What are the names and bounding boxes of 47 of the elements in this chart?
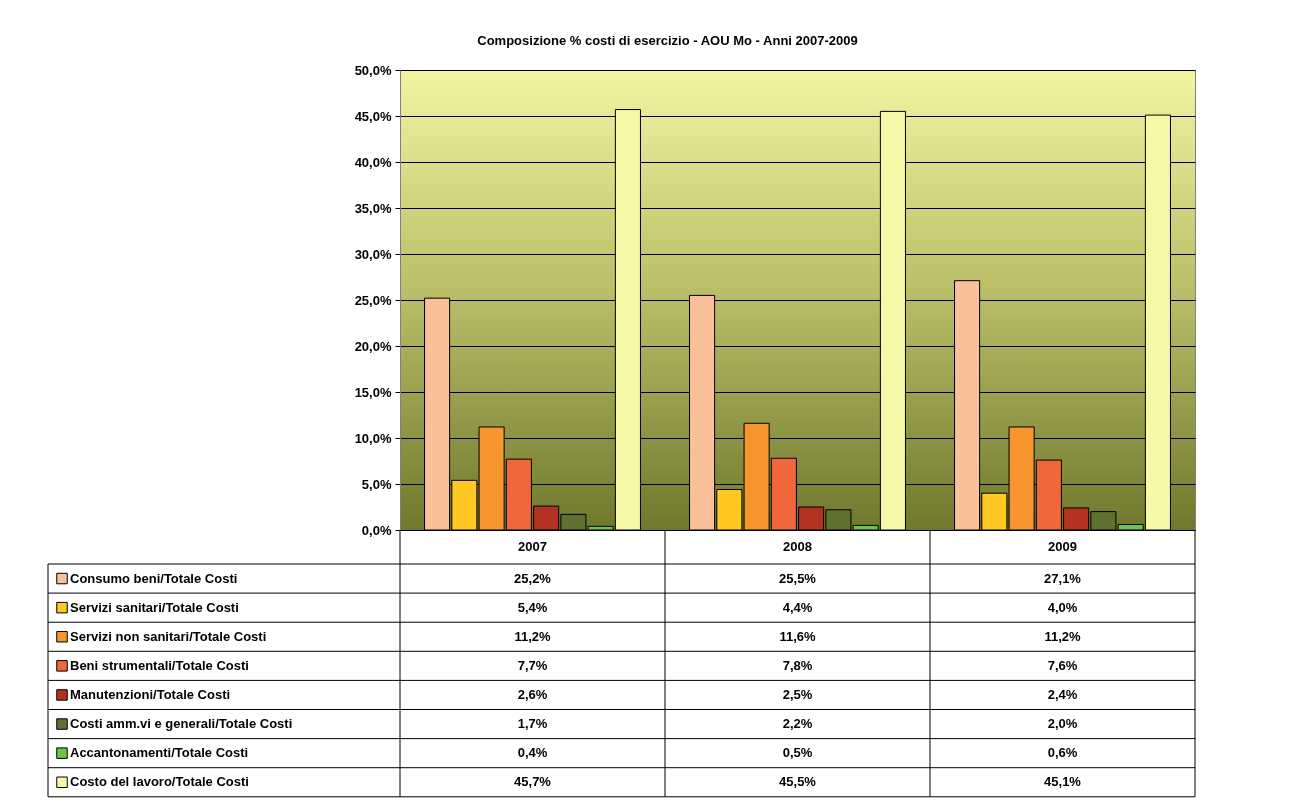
data-label: 45,5% bbox=[779, 774, 817, 790]
legend-label: Costo del lavoro/Totale Costi bbox=[70, 774, 249, 790]
data-label: 7,6% bbox=[1047, 657, 1078, 673]
data-label: 11,6% bbox=[779, 628, 817, 644]
data-label: 0,6% bbox=[1047, 745, 1078, 761]
x-tick-label: 2007 bbox=[518, 538, 547, 554]
y-tick-label: 35,0% bbox=[354, 200, 392, 216]
legend-label: Costi amm.vi e generali/Totale Costi bbox=[70, 716, 293, 732]
legend-label: Servizi sanitari/Totale Costi bbox=[70, 599, 239, 615]
data-label: 11,2% bbox=[514, 628, 552, 644]
y-tick-label: 5,0% bbox=[361, 476, 392, 492]
x-tick-label: 2008 bbox=[783, 538, 812, 554]
data-label: 27,1% bbox=[1044, 570, 1082, 586]
chart-title: Composizione % costi di esercizio - AOU Mo - Anni 2007-2009 bbox=[477, 33, 858, 48]
legend-label: Beni strumentali/Totale Costi bbox=[70, 657, 249, 673]
y-tick-label: 20,0% bbox=[354, 338, 392, 354]
data-label: 0,5% bbox=[782, 745, 813, 761]
data-label: 5,4% bbox=[517, 599, 548, 615]
data-label: 25,5% bbox=[779, 570, 817, 586]
data-label: 7,8% bbox=[782, 657, 813, 673]
legend-label: Consumo beni/Totale Costi bbox=[70, 570, 238, 586]
y-tick-label: 10,0% bbox=[354, 430, 392, 446]
y-tick-label: 30,0% bbox=[354, 246, 392, 262]
data-label: 25,2% bbox=[514, 570, 552, 586]
data-label: 0,4% bbox=[517, 745, 548, 761]
legend-label: Accantonamenti/Totale Costi bbox=[70, 745, 249, 761]
x-tick-label: 2009 bbox=[1048, 538, 1077, 554]
data-label: 2,4% bbox=[1047, 686, 1078, 702]
legend-label: Servizi non sanitari/Totale Costi bbox=[70, 628, 267, 644]
data-label: 4,4% bbox=[782, 599, 813, 615]
y-tick-label: 45,0% bbox=[354, 108, 392, 124]
y-tick-label: 40,0% bbox=[354, 154, 392, 170]
data-label: 2,0% bbox=[1047, 716, 1078, 732]
y-tick-label: 25,0% bbox=[354, 292, 392, 308]
data-label: 45,1% bbox=[1044, 774, 1082, 790]
data-label: 1,7% bbox=[517, 716, 548, 732]
data-label: 2,2% bbox=[782, 716, 813, 732]
data-label: 45,7% bbox=[514, 774, 552, 790]
data-label: 2,5% bbox=[782, 686, 813, 702]
y-tick-label: 15,0% bbox=[354, 384, 392, 400]
legend-label: Manutenzioni/Totale Costi bbox=[70, 686, 231, 702]
y-tick-label: 0,0% bbox=[361, 522, 392, 538]
data-label: 7,7% bbox=[517, 657, 548, 673]
data-label: 4,0% bbox=[1047, 599, 1078, 615]
y-tick-label: 50,0% bbox=[354, 62, 392, 78]
data-label: 11,2% bbox=[1044, 628, 1082, 644]
data-label: 2,6% bbox=[517, 686, 548, 702]
